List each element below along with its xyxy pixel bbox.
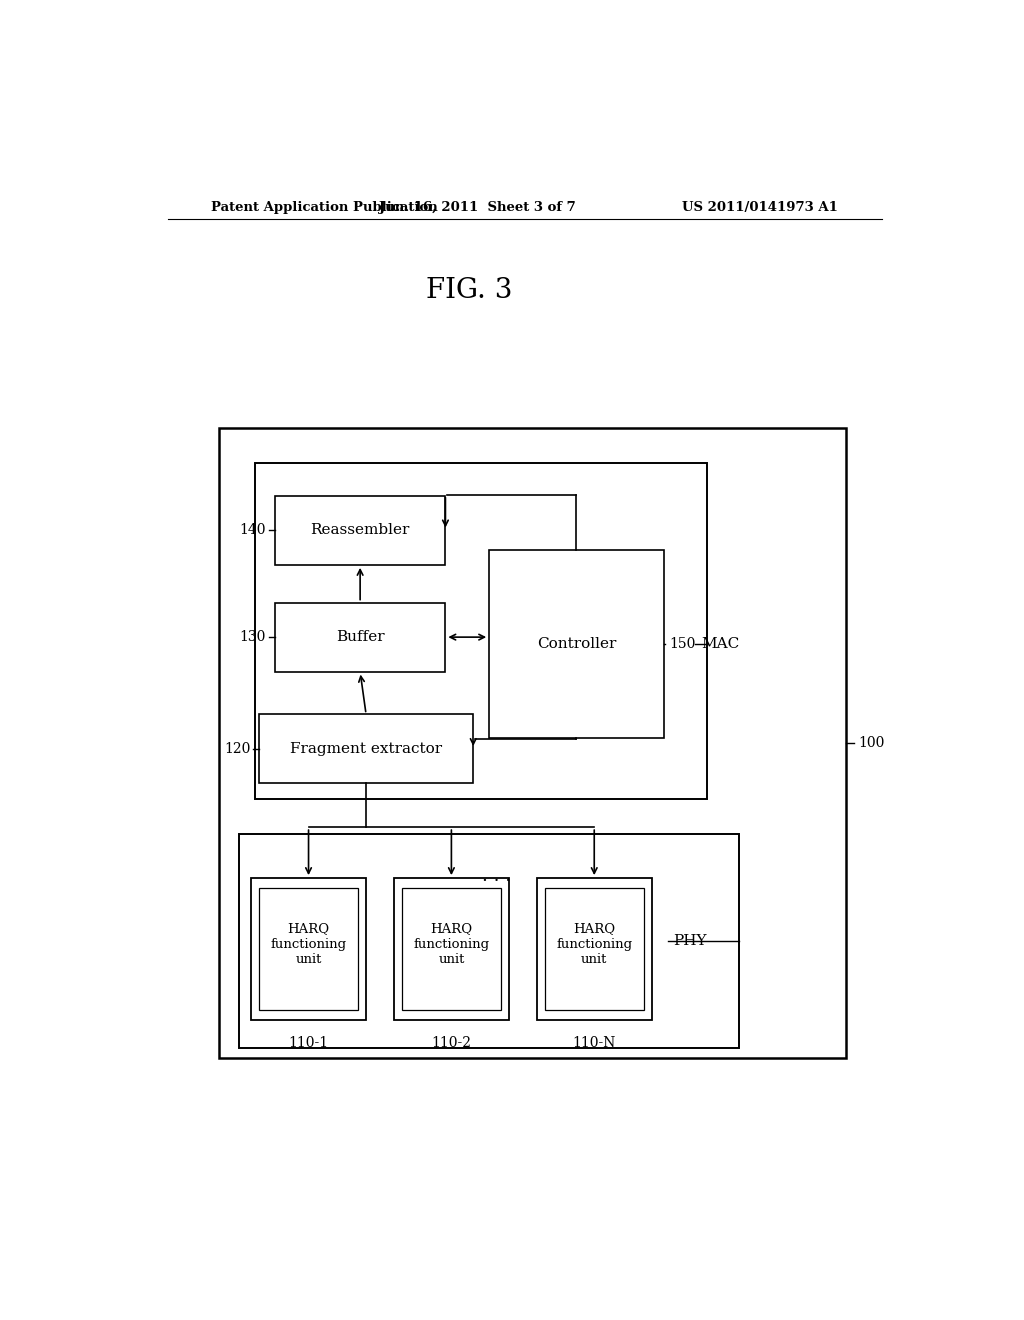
Text: 110-2: 110-2 (431, 1036, 471, 1049)
Text: 120: 120 (224, 742, 250, 756)
Bar (259, 714, 473, 784)
Text: 100: 100 (858, 735, 885, 750)
Text: Patent Application Publication: Patent Application Publication (211, 201, 438, 214)
Text: US 2011/0141973 A1: US 2011/0141973 A1 (682, 201, 839, 214)
Bar (251, 878, 367, 1020)
Text: Controller: Controller (537, 636, 616, 651)
Text: Reassembler: Reassembler (310, 524, 410, 537)
Text: 110-N: 110-N (572, 1036, 615, 1049)
Bar (489, 549, 664, 738)
Text: . . .: . . . (482, 867, 512, 884)
Bar (240, 834, 739, 1048)
Bar (255, 463, 708, 799)
Bar (394, 878, 509, 1020)
Text: MAC: MAC (701, 636, 739, 651)
Text: 130: 130 (240, 630, 266, 644)
Bar (401, 888, 501, 1010)
Bar (219, 428, 846, 1057)
Text: HARQ
functioning
unit: HARQ functioning unit (270, 923, 346, 965)
Bar (259, 888, 358, 1010)
Text: 140: 140 (240, 524, 266, 537)
Text: 150: 150 (670, 636, 695, 651)
Text: HARQ
functioning
unit: HARQ functioning unit (414, 923, 489, 965)
Text: HARQ
functioning
unit: HARQ functioning unit (556, 923, 632, 965)
Text: 110-1: 110-1 (289, 1036, 329, 1049)
Text: Buffer: Buffer (336, 630, 384, 644)
Text: PHY: PHY (673, 935, 707, 948)
Text: Jun. 16, 2011  Sheet 3 of 7: Jun. 16, 2011 Sheet 3 of 7 (379, 201, 575, 214)
Text: FIG. 3: FIG. 3 (426, 277, 512, 304)
Bar (274, 496, 445, 565)
Bar (537, 878, 651, 1020)
Bar (274, 602, 445, 672)
Bar (545, 888, 644, 1010)
Text: Fragment extractor: Fragment extractor (290, 742, 442, 756)
